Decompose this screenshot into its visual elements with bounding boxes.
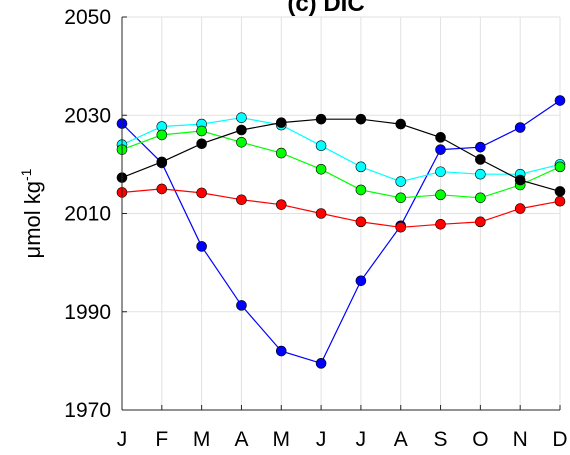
data-point (395, 192, 407, 204)
data-point (554, 161, 566, 173)
y-axis-title-superscript: -1 (18, 168, 34, 181)
data-point (435, 144, 446, 155)
x-tick-label: M (273, 428, 291, 450)
y-tick-label: 1990 (64, 301, 111, 324)
y-tick-label: 2050 (64, 6, 111, 29)
data-point (475, 192, 486, 204)
x-tick-label: A (394, 428, 408, 450)
data-point (275, 199, 287, 210)
data-point (355, 184, 367, 196)
x-tick-label: A (234, 428, 248, 450)
x-tick-label: O (472, 428, 488, 450)
series-5 (116, 113, 566, 197)
series-line (121, 118, 561, 192)
x-tick-label: S (434, 428, 448, 450)
y-tick-label: 1970 (64, 399, 111, 422)
data-point (196, 138, 207, 150)
data-point (236, 112, 247, 124)
y-tick-label: 2030 (64, 104, 111, 127)
data-point (475, 154, 486, 165)
grid (121, 16, 561, 411)
x-tick-label: F (155, 428, 168, 450)
series-line (121, 100, 561, 365)
data-point (514, 203, 526, 214)
data-point (475, 216, 486, 228)
data-point (355, 216, 367, 228)
y-tick-label: 2010 (64, 203, 111, 226)
x-tick-label: J (356, 428, 367, 450)
data-point (355, 113, 367, 125)
data-point (236, 300, 247, 311)
series-lines (116, 95, 566, 369)
data-point (196, 187, 207, 199)
data-point (435, 219, 446, 230)
data-point (355, 275, 367, 287)
data-point (275, 345, 287, 357)
data-point (475, 141, 486, 153)
y-axis-title-main: mol kg (20, 181, 45, 246)
data-point (315, 208, 327, 219)
series-line (121, 130, 561, 199)
data-point (395, 221, 407, 233)
data-point (514, 174, 526, 186)
data-point (435, 189, 446, 201)
data-point (395, 118, 407, 130)
x-tick-label: D (552, 428, 567, 450)
series-2 (116, 112, 566, 187)
data-point (236, 136, 247, 148)
data-point (554, 95, 566, 106)
data-point (196, 241, 207, 252)
data-point (435, 132, 446, 143)
axes-frame (121, 16, 561, 411)
x-tick-label: J (316, 428, 327, 450)
data-point (275, 147, 287, 159)
data-point (196, 125, 207, 137)
data-point (156, 156, 168, 168)
data-point (236, 194, 247, 206)
series-line (121, 188, 561, 228)
y-axis-title: μmol kg-1 (18, 168, 45, 258)
y-axis-title-prefix: μ (20, 246, 45, 259)
data-point (236, 124, 247, 136)
data-point (514, 122, 526, 133)
data-point (275, 117, 287, 128)
data-point (435, 166, 446, 178)
series-4 (116, 183, 566, 233)
series-line (121, 117, 561, 183)
data-point (156, 183, 168, 195)
data-point (156, 129, 168, 141)
data-point (475, 168, 486, 180)
tick-labels: J F M A M J J A S O N D 1970 1990 2010 2030 2050 (64, 6, 567, 451)
x-tick-label: J (117, 428, 128, 450)
data-point (554, 195, 566, 207)
x-tick-label: N (513, 428, 528, 450)
data-point (315, 358, 327, 369)
data-point (315, 140, 327, 152)
data-point (554, 186, 566, 197)
data-point (315, 113, 327, 125)
x-tick-label: M (193, 428, 211, 450)
data-point (395, 176, 407, 187)
series-1 (116, 95, 566, 369)
data-point (355, 161, 367, 173)
data-point (315, 163, 327, 175)
chart-title: (c) DIC (287, 0, 364, 17)
